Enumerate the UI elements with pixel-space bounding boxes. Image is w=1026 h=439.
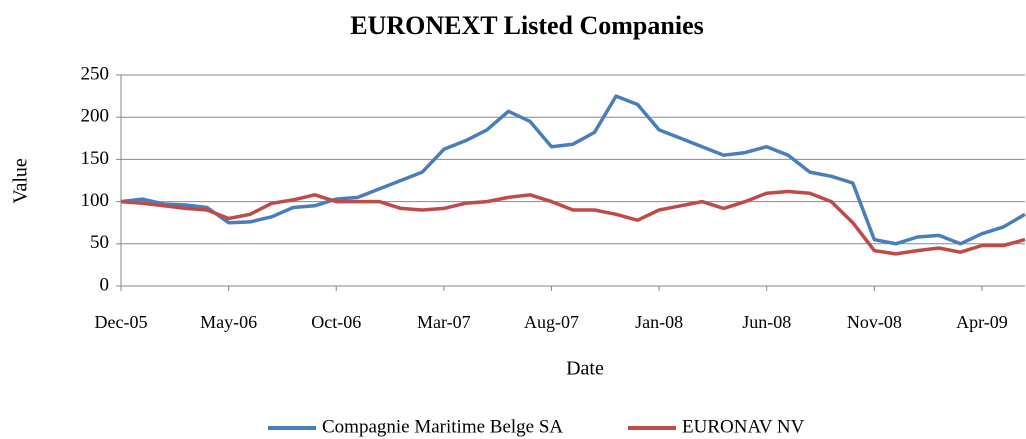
x-tick-label: Jun-08 [742,312,791,332]
chart-title: EURONEXT Listed Companies [350,11,703,40]
legend-label: Compagnie Maritime Belge SA [322,416,563,437]
x-tick-label: May-06 [200,312,257,332]
y-tick-label: 50 [90,232,109,253]
x-tick-label: Dec-05 [95,312,148,332]
x-tick-label: Aug-07 [524,312,579,332]
x-tick-label: Jan-08 [635,312,683,332]
y-tick-label: 100 [81,190,110,211]
x-axis-label: Date [566,358,604,380]
x-tick-label: Oct-06 [311,312,361,332]
y-tick-label: 150 [81,148,110,169]
y-tick-label: 0 [100,274,110,295]
legend-label: EURONAV NV [682,416,805,437]
y-tick-label: 200 [81,106,110,127]
x-tick-label: Apr-09 [956,312,1008,332]
series-line [120,189,1026,256]
y-axis-label: Value [10,158,32,204]
y-tick-label: 250 [81,63,110,84]
series-line [120,94,1026,246]
x-tick-label: Mar-07 [417,312,471,332]
x-tick-label: Nov-08 [847,312,902,332]
